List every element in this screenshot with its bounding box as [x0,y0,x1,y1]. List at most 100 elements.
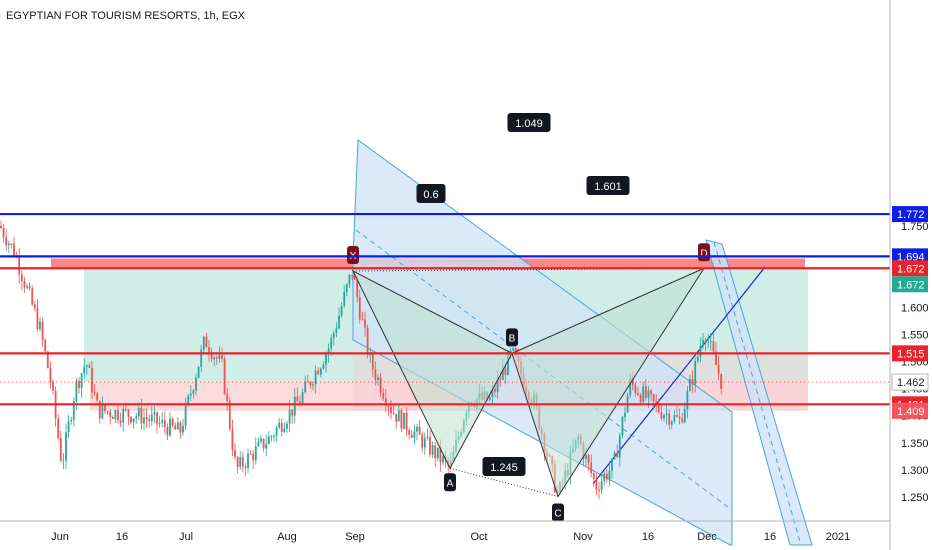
candle-body [618,435,621,458]
candle-body [655,401,658,404]
candle-body [353,275,356,280]
candle-body [616,452,619,458]
candle-body [236,457,239,467]
candle-body [221,355,223,359]
candle-body [361,319,364,321]
candle-body [171,418,174,426]
candle-body [621,416,624,436]
candle-body [304,381,307,393]
candle-body [392,412,395,414]
candle-body [109,411,112,417]
candle-body [83,366,86,374]
candle-body [351,274,353,276]
candle-body [611,458,613,471]
candle-body [309,381,312,386]
candle-body [434,445,437,459]
candle-body [44,339,47,352]
candle-body [119,420,122,423]
candle-body [288,409,291,424]
candle-body [499,378,502,381]
price-tick-label: 1.350 [901,438,929,450]
ratio-badge [586,176,630,195]
candle-body [314,370,317,385]
candle-body [7,243,10,246]
candle-body [26,286,28,288]
candle-body [137,407,140,417]
time-axis[interactable]: Jun 16 Jul Aug Sep Oct Nov 16 Dec 16 2021 [0,520,890,543]
candle-body [712,341,715,352]
candle-body [312,384,314,386]
candle-body [278,422,281,428]
candle-body [241,457,244,467]
candle-body [592,473,595,479]
candle-body [488,396,491,400]
candle-body [176,422,179,430]
candle-body [720,373,723,389]
price-tag-label: 1.772 [897,209,925,221]
time-tick-label: 16 [764,531,776,543]
candle-body [322,364,325,369]
candle-body [127,409,130,417]
candle-body [301,392,304,404]
candle-body [18,256,21,275]
candle-body [587,455,590,463]
candle-body [670,421,673,425]
candle-body [624,412,626,417]
candle-body [494,388,496,392]
candle-body [600,481,603,491]
candle-body [72,401,75,420]
candle-body [325,354,327,365]
candle-body [210,353,213,360]
candle-body [135,416,138,419]
candle-body [319,368,322,375]
candle-body [218,355,221,359]
candle-body [156,412,158,424]
candle-body [504,368,507,375]
candle-body [98,400,101,419]
candle-body [223,358,226,394]
candle-body [689,379,691,391]
time-tick-label: Jun [51,531,69,543]
candle-body [384,398,387,406]
candle-body [408,430,411,435]
candle-body [595,478,598,490]
candle-body [387,405,390,408]
candle-body [291,409,294,416]
candle-body [62,460,65,462]
candle-body [683,408,686,423]
candle-body [644,386,647,398]
ratio-label: 0.6 [423,189,438,201]
candle-body [605,473,608,480]
candle-body [41,321,44,340]
candle-body [400,410,403,429]
projection-channel [705,239,813,546]
point-badge-b [506,328,518,347]
candle-body [114,410,117,420]
candle-body [23,280,26,288]
candle-body [345,284,348,292]
candle-body [70,419,73,422]
candle-body [660,412,663,419]
candle-body [132,418,135,423]
candle-body [208,347,210,354]
candle-body [603,473,606,482]
pattern-bd-line [511,267,705,354]
candle-body [707,342,710,344]
candle-body [28,286,31,289]
candle-body [395,413,398,422]
candle-body [348,274,351,285]
candle-body [673,415,676,422]
candle-body [5,237,8,246]
time-tick-label: Aug [277,531,297,543]
candle-body [717,364,720,374]
candle-body [590,462,593,474]
candle-body [36,308,39,330]
candle-body [93,392,96,394]
candle-body [696,356,699,362]
price-axis[interactable]: 1.7501.7001.6501.6001.5501.5001.4501.400… [889,0,929,550]
candle-body [270,436,273,438]
price-tag-label: 1.515 [897,348,925,360]
candle-body [681,418,684,423]
candle-body [80,373,83,389]
